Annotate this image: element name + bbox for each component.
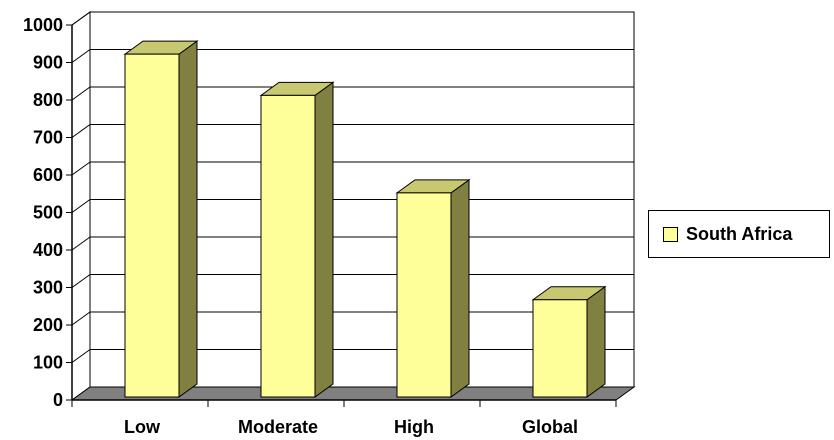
- gridline-side: [71, 349, 91, 363]
- legend: South Africa: [648, 210, 830, 258]
- gridline-side: [71, 86, 91, 101]
- gridline-side: [71, 49, 91, 63]
- y-tick-label: 500: [33, 203, 63, 223]
- bar-side-face: [586, 285, 606, 398]
- gridline-side: [71, 311, 91, 326]
- x-category-label: Moderate: [238, 417, 318, 437]
- x-category-label: High: [394, 417, 434, 437]
- y-axis-ticks: 0 100 200 300 400 500 600 700 800 900 1000: [23, 15, 72, 410]
- bar-front-face: [260, 94, 316, 398]
- bar-front-face: [124, 53, 180, 398]
- legend-label: South Africa: [686, 223, 793, 244]
- y-tick-label: 800: [33, 90, 63, 110]
- y-tick-label: 100: [33, 353, 63, 373]
- y-tick-label: 400: [33, 240, 63, 260]
- y-tick-label: 900: [33, 53, 63, 73]
- bar: [531, 285, 607, 398]
- bar-front-face: [396, 192, 452, 398]
- gridline-side: [71, 11, 91, 26]
- y-tick-label: 600: [33, 165, 63, 185]
- gridline-side: [71, 199, 91, 213]
- bar-side-face: [450, 178, 470, 398]
- bar-side-face: [178, 40, 198, 398]
- gridline-side: [71, 161, 91, 176]
- bar-front-face: [532, 299, 588, 398]
- x-axis-labels: Low Moderate High Global: [124, 417, 578, 437]
- y-tick-label: 200: [33, 315, 63, 335]
- bar: [123, 40, 199, 398]
- bar: [259, 81, 335, 398]
- gridline-side: [71, 124, 91, 138]
- bar-side-face: [314, 81, 334, 398]
- legend-swatch: [663, 226, 678, 242]
- gridline-side: [71, 274, 91, 288]
- bar: [395, 178, 471, 398]
- y-tick-label: 0: [53, 390, 63, 410]
- bars: [123, 40, 607, 398]
- y-tick-label: 700: [33, 128, 63, 148]
- x-category-label: Global: [522, 417, 578, 437]
- y-tick-label: 1000: [23, 15, 63, 35]
- x-category-label: Low: [124, 417, 161, 437]
- y-tick-label: 300: [33, 278, 63, 298]
- gridline-side: [71, 236, 91, 251]
